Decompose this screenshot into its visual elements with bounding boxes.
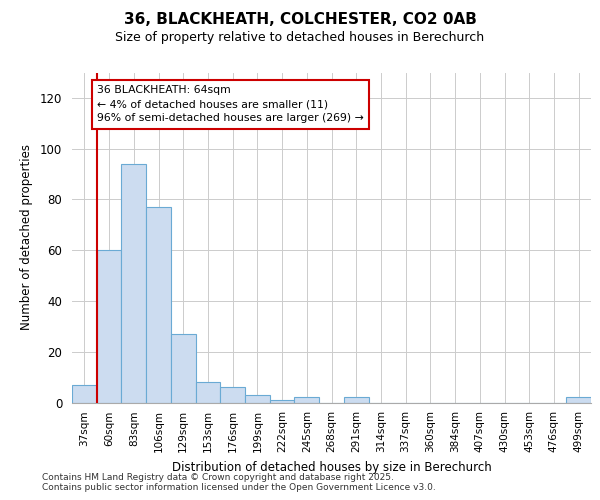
Bar (72, 384, 97, 402)
Bar (344, 398, 368, 402)
Bar (566, 398, 591, 402)
Text: Contains HM Land Registry data © Crown copyright and database right 2025.
Contai: Contains HM Land Registry data © Crown c… (42, 473, 436, 492)
Bar (97, 250, 121, 402)
Text: Size of property relative to detached houses in Berechurch: Size of property relative to detached ho… (115, 31, 485, 44)
Bar (245, 395, 270, 402)
Bar (270, 400, 295, 402)
Bar (196, 382, 220, 402)
Text: 36 BLACKHEATH: 64sqm
← 4% of detached houses are smaller (11)
96% of semi-detach: 36 BLACKHEATH: 64sqm ← 4% of detached ho… (97, 85, 364, 123)
Y-axis label: Number of detached properties: Number of detached properties (20, 144, 33, 330)
X-axis label: Distribution of detached houses by size in Berechurch: Distribution of detached houses by size … (172, 460, 491, 473)
Text: 36, BLACKHEATH, COLCHESTER, CO2 0AB: 36, BLACKHEATH, COLCHESTER, CO2 0AB (124, 12, 476, 28)
Bar (171, 334, 196, 402)
Bar (295, 398, 319, 402)
Bar (146, 207, 171, 402)
Bar (220, 388, 245, 402)
Bar (121, 164, 146, 402)
